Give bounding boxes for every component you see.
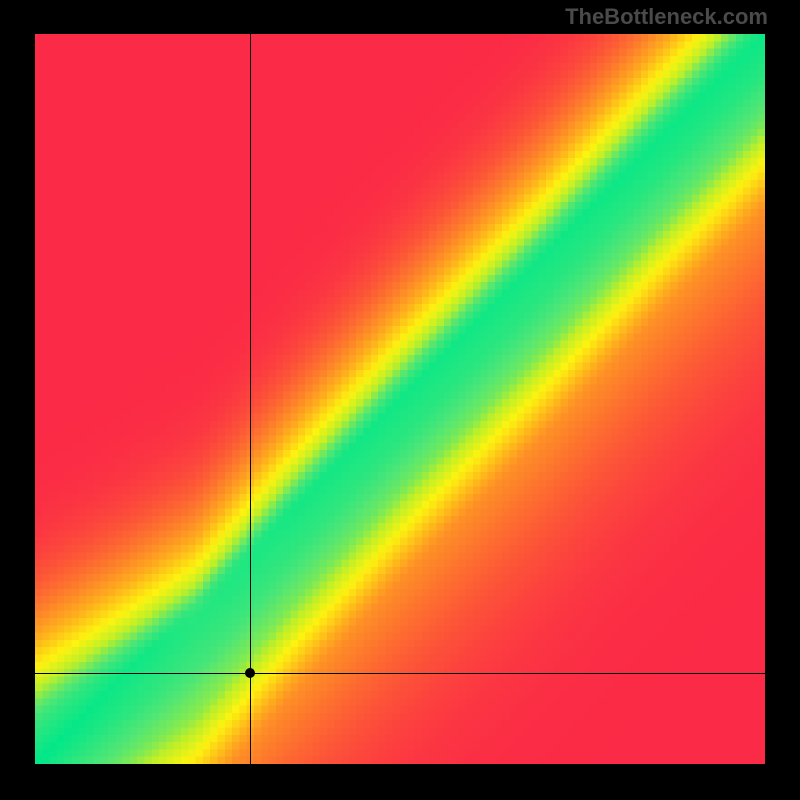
bottleneck-heatmap <box>35 34 765 764</box>
attribution-text: TheBottleneck.com <box>565 4 768 30</box>
crosshair-vertical <box>250 34 251 764</box>
heatmap-canvas <box>35 34 765 764</box>
marker-dot <box>245 668 255 678</box>
crosshair-horizontal <box>35 673 765 674</box>
